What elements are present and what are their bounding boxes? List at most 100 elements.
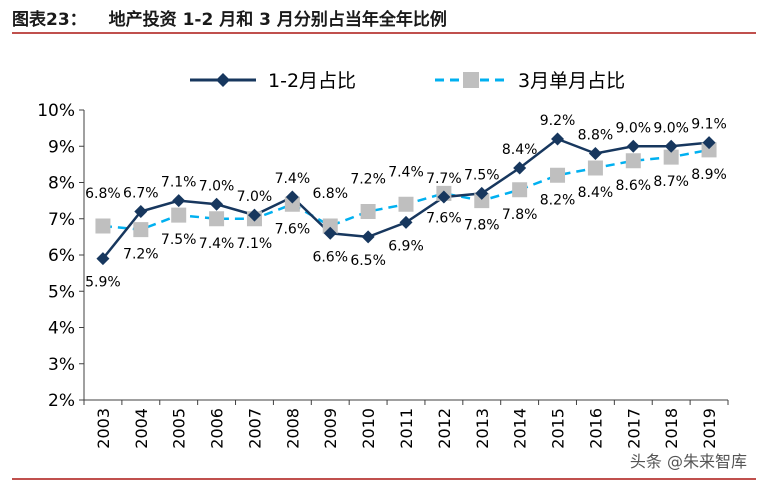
x-tick-label: 2016 (586, 408, 605, 449)
series-point-3month (625, 153, 641, 169)
series-point-jan-feb (285, 190, 299, 204)
x-tick-label: 2014 (511, 408, 530, 449)
x-tick-label: 2009 (321, 408, 340, 449)
data-label-3month: 6.8% (312, 186, 348, 202)
data-label-jan-feb: 9.0% (653, 120, 689, 136)
series-point-3month (171, 207, 187, 223)
series-point-jan-feb (134, 205, 148, 218)
series-point-3month (209, 211, 225, 227)
y-tick-label: 3% (48, 355, 75, 375)
data-label-3month: 7.4% (199, 236, 235, 252)
data-label-3month: 8.9% (691, 167, 727, 183)
x-tick-label: 2017 (624, 408, 643, 449)
figure-caption: 图表23： (12, 9, 87, 30)
data-label-3month: 6.8% (85, 186, 121, 202)
series-point-3month (133, 222, 149, 238)
series-point-jan-feb (210, 197, 224, 211)
series-point-jan-feb (437, 190, 451, 204)
series-point-jan-feb (513, 161, 527, 175)
series-point-3month (284, 196, 300, 212)
y-tick-label: 5% (48, 282, 75, 302)
watermark: 头条 @朱来智库 (629, 452, 747, 471)
x-tick-label: 2019 (700, 408, 719, 449)
series-point-3month (322, 218, 338, 234)
series-point-jan-feb (172, 194, 186, 208)
series-point-jan-feb (361, 230, 375, 244)
x-tick-label: 2011 (397, 408, 416, 449)
chart-title: 地产投资 1-2 月和 3 月分别占当年全年比例 (108, 9, 447, 30)
data-label-3month: 7.4% (388, 164, 424, 180)
series-point-jan-feb (664, 139, 678, 153)
data-label-3month: 7.1% (237, 236, 273, 252)
data-label-3month: 7.2% (350, 172, 386, 188)
y-tick-label: 8% (48, 174, 75, 194)
data-label-jan-feb: 9.1% (691, 117, 727, 133)
series-point-jan-feb (588, 147, 602, 160)
x-tick-label: 2007 (245, 408, 264, 449)
x-tick-label: 2003 (94, 408, 113, 449)
x-tick-label: 2005 (170, 408, 189, 449)
x-tick-label: 2013 (473, 408, 492, 449)
data-label-jan-feb: 7.4% (275, 171, 311, 187)
legend-marker-jan-feb (216, 73, 230, 87)
data-label-jan-feb: 5.9% (85, 275, 121, 291)
data-label-jan-feb: 9.0% (616, 120, 652, 136)
series-point-3month (550, 167, 566, 183)
series-point-jan-feb (702, 136, 716, 150)
data-label-jan-feb: 7.0% (199, 178, 235, 194)
data-label-3month: 8.4% (578, 185, 614, 201)
y-tick-label: 6% (48, 246, 75, 266)
data-label-jan-feb: 7.1% (161, 175, 197, 191)
data-label-3month: 8.2% (540, 192, 576, 208)
x-tick-label: 2018 (662, 408, 681, 449)
series-point-3month (474, 193, 490, 209)
data-label-jan-feb: 8.8% (578, 128, 614, 144)
series-point-jan-feb (247, 208, 261, 222)
y-tick-label: 10% (37, 101, 75, 121)
series-point-3month (398, 196, 414, 212)
x-tick-label: 2008 (283, 408, 302, 449)
x-tick-label: 2006 (208, 408, 227, 449)
data-label-jan-feb: 7.0% (237, 189, 273, 205)
series-point-3month (663, 149, 679, 165)
legend-marker-3month (463, 72, 479, 88)
data-label-jan-feb: 9.2% (540, 113, 576, 129)
x-tick-label: 2012 (435, 408, 454, 449)
data-label-3month: 7.8% (464, 218, 500, 234)
data-label-3month: 8.7% (653, 174, 689, 190)
data-label-3month: 7.2% (123, 247, 159, 263)
x-tick-label: 2010 (359, 408, 378, 449)
legend-label-jan-feb: 1-2月占比 (268, 70, 356, 92)
series-point-jan-feb (323, 226, 337, 240)
legend-label-3month: 3月单月占比 (518, 70, 625, 92)
data-label-jan-feb: 7.5% (464, 167, 500, 183)
x-tick-label: 2004 (132, 408, 151, 449)
data-label-jan-feb: 6.5% (350, 253, 386, 269)
series-point-3month (587, 160, 603, 176)
series-point-jan-feb (475, 186, 489, 200)
series-point-jan-feb (399, 215, 413, 229)
chart-header: 图表23： 地产投资 1-2 月和 3 月分别占当年全年比例 (12, 4, 447, 30)
data-label-jan-feb: 7.7% (426, 171, 462, 187)
data-label-jan-feb: 8.4% (502, 142, 538, 158)
data-label-3month: 7.8% (502, 207, 538, 223)
data-label-3month: 8.6% (616, 178, 652, 194)
y-tick-label: 4% (48, 319, 75, 339)
y-tick-label: 2% (48, 391, 75, 411)
series-point-3month (512, 182, 528, 198)
x-tick-label: 2015 (549, 408, 568, 449)
series-point-3month (701, 142, 717, 158)
y-tick-label: 7% (48, 210, 75, 230)
series-point-3month (95, 218, 111, 234)
bottom-rule (12, 478, 756, 480)
series-point-jan-feb (96, 252, 110, 266)
data-label-jan-feb: 6.6% (312, 249, 348, 265)
data-label-jan-feb: 6.9% (388, 238, 424, 254)
data-label-jan-feb: 6.7% (123, 186, 159, 202)
series-point-jan-feb (626, 139, 640, 153)
top-rule (12, 32, 756, 34)
data-label-3month: 7.6% (275, 221, 311, 237)
data-label-3month: 7.6% (426, 210, 462, 226)
series-point-jan-feb (551, 132, 565, 146)
